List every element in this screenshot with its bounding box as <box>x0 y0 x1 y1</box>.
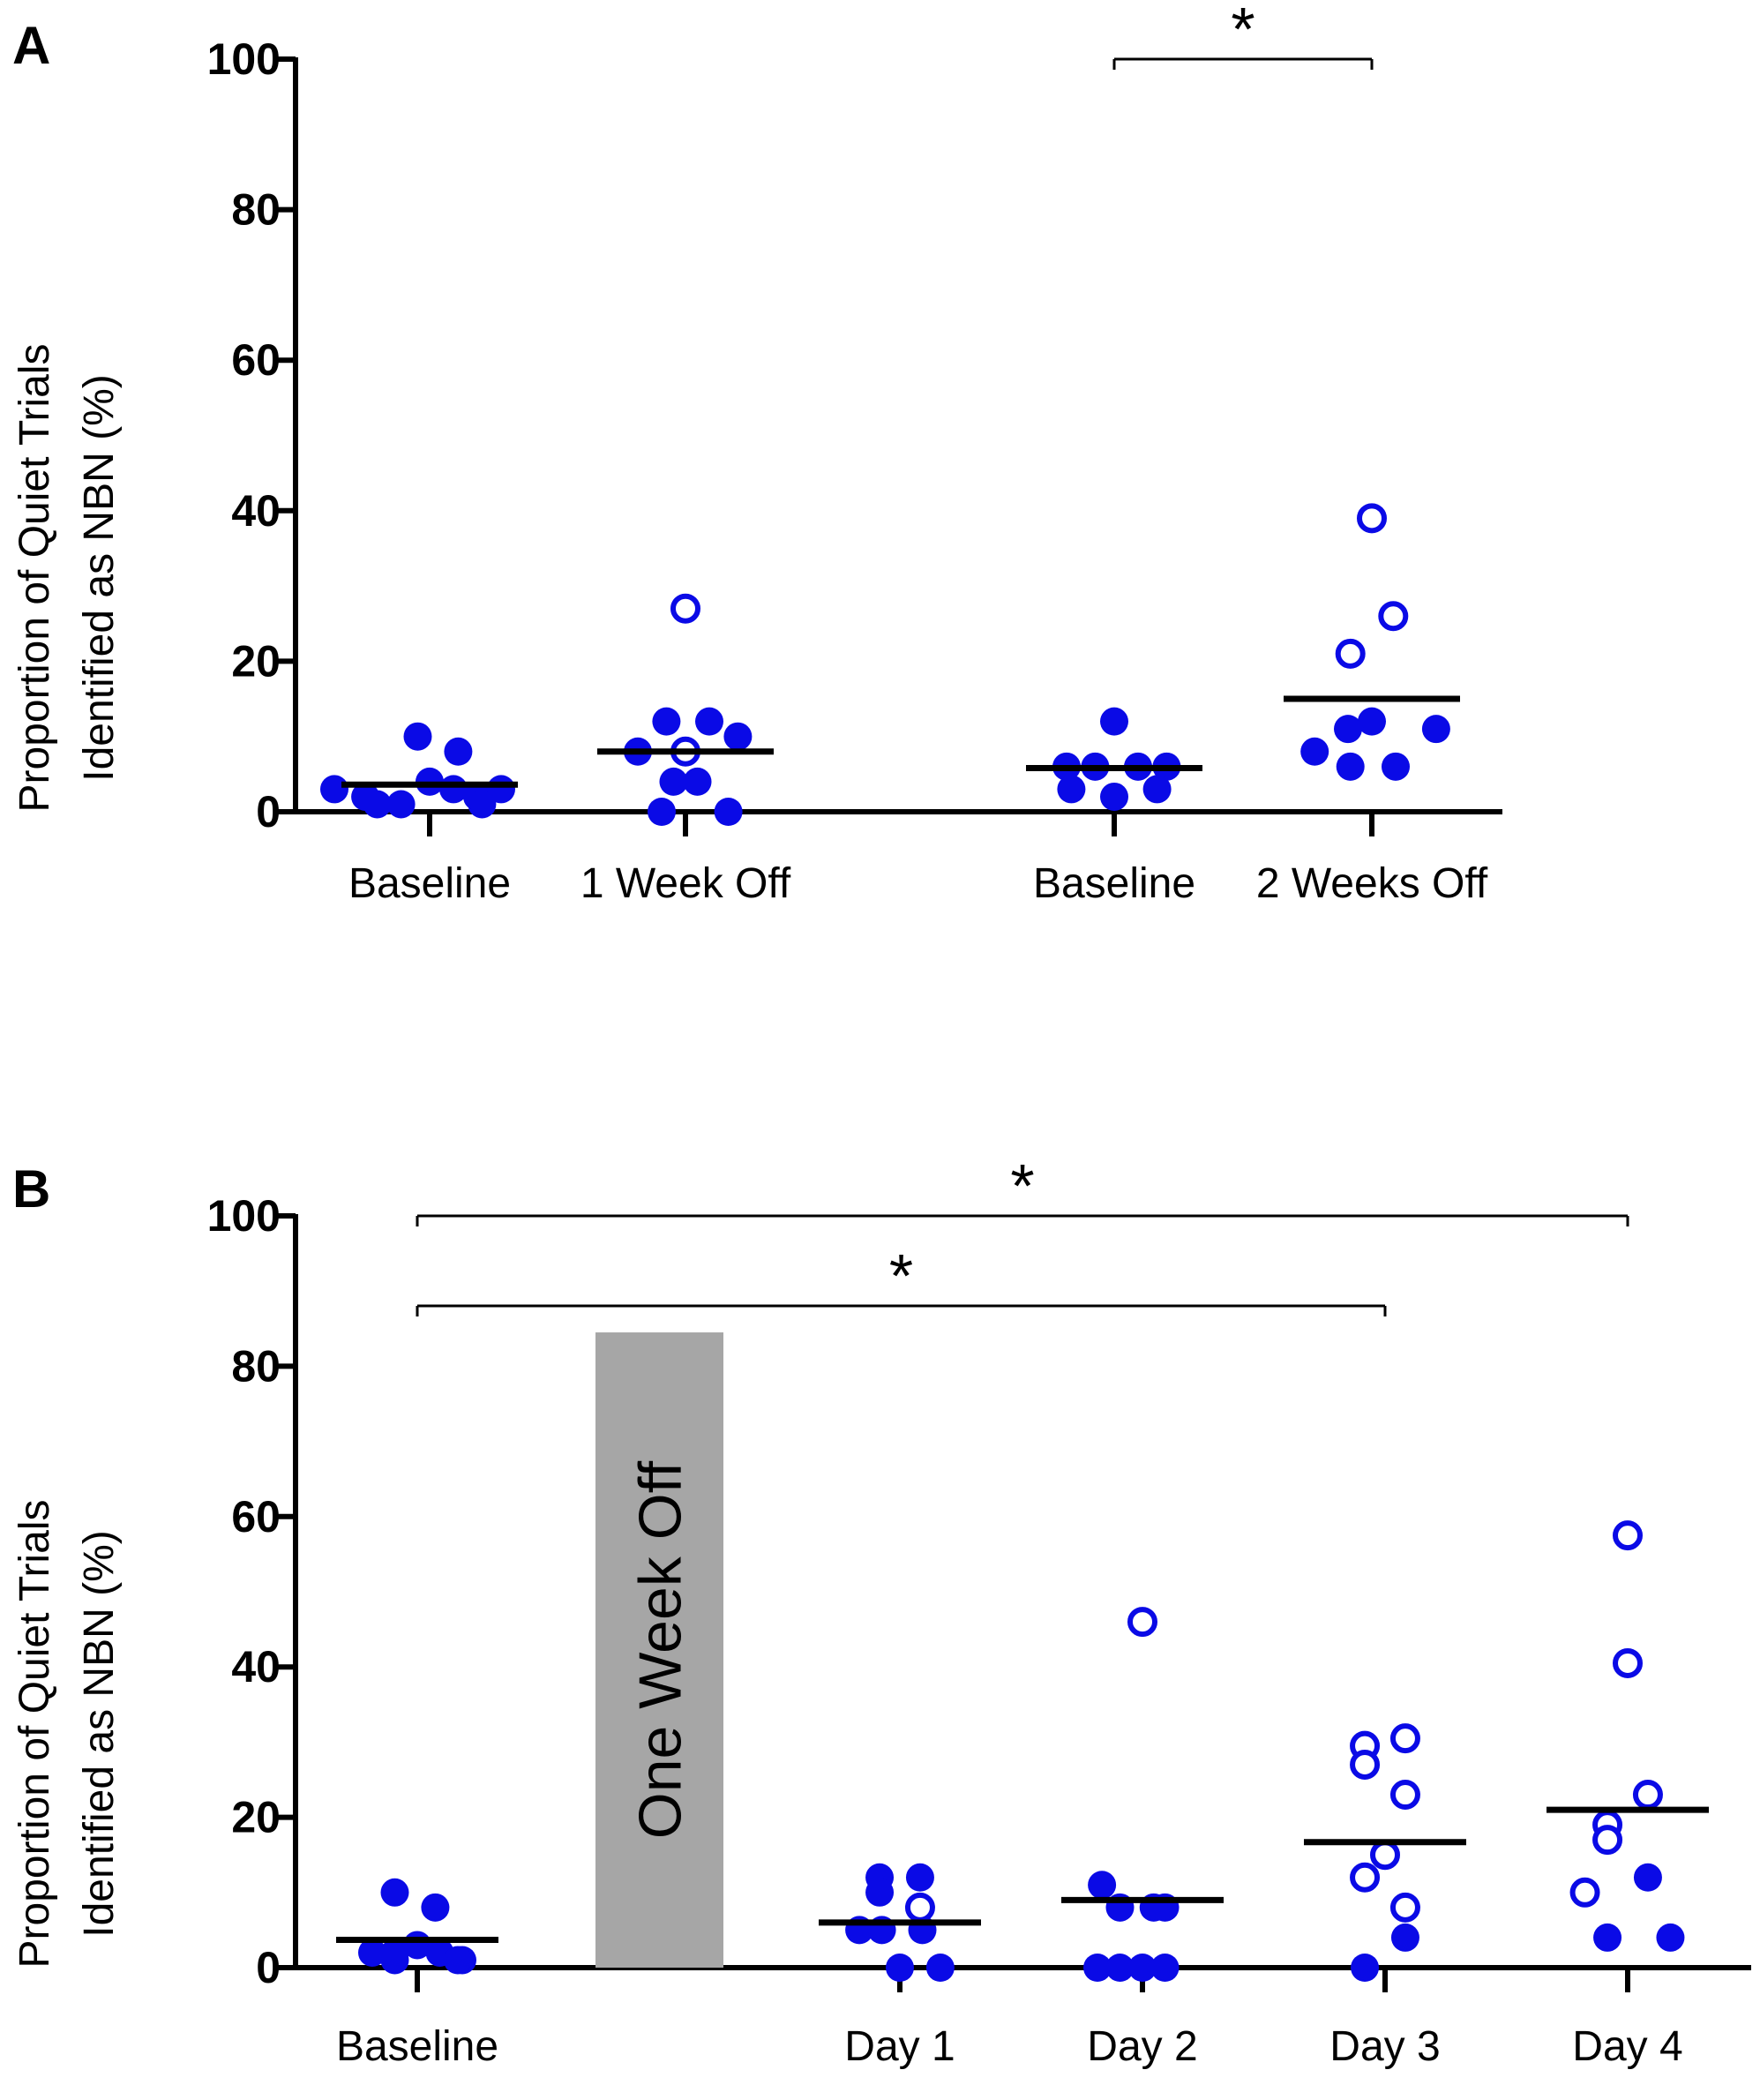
panel-b-open-point <box>1350 1862 1381 1893</box>
panel-b-open-point <box>1632 1780 1663 1811</box>
panel-a-filled-point <box>386 790 416 819</box>
panel-b-filled-point <box>1593 1923 1622 1952</box>
panel-b: B Proportion of Quiet Trials Identified … <box>11 1151 1751 2070</box>
panel-b-open-point <box>1127 1607 1157 1638</box>
panel-b-open-point <box>1370 1840 1400 1871</box>
panel-b-filled-point <box>1105 1954 1135 1982</box>
panel-b-filled-point <box>865 1878 895 1907</box>
panel-b-filled-point <box>358 1938 386 1967</box>
panel-b-category-label: Day 2 <box>1087 2023 1197 2070</box>
panel-a-ylabel-line2: Identified as NBN (%) <box>76 374 123 782</box>
one-week-off-bar <box>595 1332 723 1968</box>
panel-b-filled-point <box>1656 1923 1685 1952</box>
panel-a-open-point <box>1378 601 1409 632</box>
panel-a-y-tick-label: 60 <box>231 335 281 385</box>
panel-b-filled-point <box>1150 1954 1180 1982</box>
panel-b-category-label: Day 1 <box>844 2023 955 2070</box>
panel-b-y-tick-label: 60 <box>231 1492 281 1541</box>
panel-b-open-point <box>1613 1520 1643 1551</box>
panel-b-significance-star: * <box>889 1241 913 1310</box>
panel-a-y-tick-label: 100 <box>207 34 281 84</box>
panel-a-open-point <box>670 593 700 624</box>
panel-b-significance-star: * <box>1010 1151 1034 1220</box>
panel-a-open-point <box>1357 503 1387 534</box>
panel-a-category-label: 2 Weeks Off <box>1256 860 1488 907</box>
panel-a-filled-point <box>1382 752 1410 781</box>
panel-a-filled-point <box>1334 715 1362 744</box>
panel-a-y-tick-label: 80 <box>231 185 281 235</box>
panel-a-open-point <box>1335 638 1366 669</box>
panel-b-open-point <box>1592 1825 1623 1856</box>
panel-a-filled-point <box>1100 782 1128 811</box>
panel-a-filled-point <box>714 798 743 826</box>
panel-a-axes: 0 20 40 60 80 100 Baseline 1 Week Off Baseline 2 … <box>207 34 1502 907</box>
panel-b-filled-point <box>1351 1954 1380 1982</box>
panel-a-filled-point <box>403 722 432 751</box>
panel-b-filled-point <box>1633 1863 1662 1892</box>
panel-b-open-point <box>1389 1723 1420 1754</box>
panel-a-filled-point <box>652 707 681 736</box>
panel-b-open-point <box>1569 1877 1600 1908</box>
panel-b-ylabel-line2: Identified as NBN (%) <box>76 1530 123 1938</box>
panel-a-filled-point <box>439 775 468 804</box>
panel-b-letter: B <box>12 1159 50 1219</box>
panel-a-significance-star: * <box>1231 0 1254 64</box>
panel-a-filled-point <box>1358 707 1386 736</box>
panel-a-filled-point <box>1300 737 1329 766</box>
panel-a-filled-point <box>659 767 688 796</box>
panel-a-filled-point <box>1336 752 1365 781</box>
panel-a-filled-point <box>695 707 723 736</box>
panel-b-category-label: Day 3 <box>1329 2023 1440 2070</box>
panel-a-filled-point <box>468 790 497 819</box>
panel-a-filled-point <box>487 775 515 804</box>
panel-b-filled-point <box>1088 1871 1117 1900</box>
panel-a-filled-point <box>320 775 348 804</box>
panel-a-y-tick-label: 20 <box>231 636 281 686</box>
panel-a-marks: * <box>320 0 1460 826</box>
panel-a-category-label: 1 Week Off <box>580 860 791 907</box>
panel-b-open-point <box>1613 1647 1643 1678</box>
panel-a-filled-point <box>683 767 712 796</box>
panel-b-filled-point <box>443 1946 472 1975</box>
panel-b-filled-point <box>380 1878 409 1907</box>
panel-a-ylabel-line1: Proportion of Quiet Trials <box>11 344 58 813</box>
panel-b-filled-point <box>905 1863 934 1892</box>
panel-a-category-label: Baseline <box>1033 860 1195 907</box>
panel-b-y-tick-label: 0 <box>256 1943 281 1992</box>
panel-b-category-label: Baseline <box>336 2023 498 2070</box>
panel-b-filled-point <box>1128 1954 1157 1982</box>
panel-b-filled-point <box>925 1954 955 1982</box>
panel-a-y-tick-label: 0 <box>256 787 281 836</box>
panel-b-filled-point <box>1390 1923 1419 1952</box>
panel-a-filled-point <box>648 798 676 826</box>
panel-a-filled-point <box>1100 707 1128 736</box>
panel-b-open-point <box>1389 1780 1420 1811</box>
panel-a-filled-point <box>1421 715 1450 744</box>
panel-b-ylabel-line1: Proportion of Quiet Trials <box>11 1500 58 1969</box>
panel-b-y-tick-label: 80 <box>231 1341 281 1391</box>
panel-a-letter: A <box>12 16 50 75</box>
panel-a-category-label: Baseline <box>348 860 511 907</box>
panel-b-marks: One Week Off * * <box>336 1151 1709 1982</box>
panel-b-open-point <box>1389 1892 1420 1923</box>
panel-a: A Proportion of Quiet Trials Identified … <box>11 0 1502 907</box>
panel-b-filled-point <box>886 1954 914 1982</box>
one-week-off-bar-label: One Week Off <box>627 1461 694 1839</box>
panel-a-filled-point <box>1057 775 1086 804</box>
panel-b-open-point <box>1350 1749 1381 1780</box>
panel-b-filled-point <box>1083 1954 1112 1982</box>
panel-b-open-point <box>904 1892 935 1923</box>
panel-a-filled-point <box>363 790 392 819</box>
panel-b-filled-point <box>380 1946 409 1975</box>
panel-a-filled-point <box>723 722 753 751</box>
panel-b-y-tick-label: 20 <box>231 1793 281 1842</box>
panel-b-y-tick-label: 100 <box>207 1191 281 1241</box>
panel-b-filled-point <box>421 1893 450 1922</box>
panel-a-filled-point <box>1142 775 1172 804</box>
panel-a-y-tick-label: 40 <box>231 486 281 536</box>
panel-b-category-label: Day 4 <box>1572 2023 1682 2070</box>
panel-a-filled-point <box>444 737 473 766</box>
panel-b-y-tick-label: 40 <box>231 1642 281 1691</box>
